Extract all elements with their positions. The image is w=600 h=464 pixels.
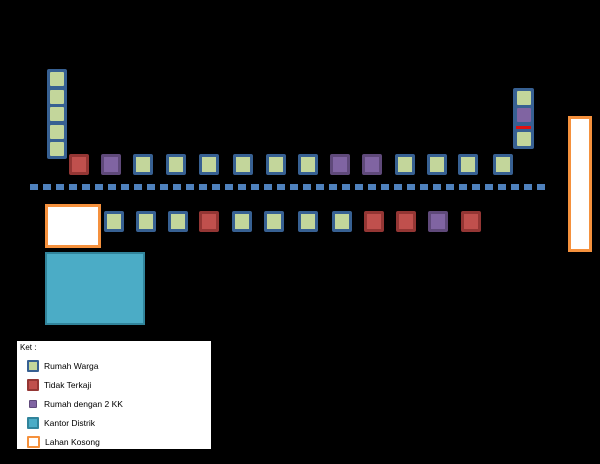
- tidak-terkaji-square: [396, 211, 416, 232]
- rumah-warga-square: [516, 91, 531, 105]
- rumah-warga-square: [264, 211, 284, 232]
- top-house-row: [0, 154, 600, 176]
- vacant-lot-right: [568, 116, 592, 252]
- rumah-warga-square: [298, 154, 318, 175]
- rumah-warga-square: [50, 142, 64, 156]
- legend-item-label: Rumah Warga: [44, 361, 99, 371]
- rumah-warga-square: [50, 124, 64, 139]
- legend-item-label: Tidak Terkaji: [44, 380, 92, 390]
- tidak-terkaji-square: [199, 211, 219, 232]
- rumah-warga-square: [136, 211, 156, 232]
- left-house-column: [47, 69, 67, 159]
- rumah-2kk-square: [362, 154, 382, 175]
- rumah-2kk-square: [428, 211, 448, 232]
- rumah-warga-square: [458, 154, 478, 175]
- rumah-2kk-square: [101, 154, 121, 175]
- legend-item-rumah-2kk: Rumah dengan 2 KK: [27, 398, 211, 410]
- legend-item-kantor-distrik: Kantor Distrik: [27, 417, 211, 429]
- rumah-warga-square: [332, 211, 352, 232]
- legend-item-label: Kantor Distrik: [44, 418, 96, 428]
- kantor-distrik-square-icon: [27, 417, 39, 429]
- tidak-terkaji-square-icon: [27, 379, 39, 391]
- rumah-warga-square: [298, 211, 318, 232]
- rumah-warga-square: [166, 154, 186, 175]
- rumah-warga-square: [168, 211, 188, 232]
- lahan-kosong-square-icon: [27, 436, 40, 448]
- legend-item-label: Rumah dengan 2 KK: [44, 399, 123, 409]
- tidak-terkaji-square: [364, 211, 384, 232]
- rumah-warga-square: [104, 211, 124, 232]
- rumah-warga-square: [133, 154, 153, 175]
- tidak-terkaji-square: [69, 154, 89, 175]
- rumah-2kk-square: [330, 154, 350, 175]
- rumah-warga-square: [50, 89, 64, 104]
- legend-item-lahan-kosong: Lahan Kosong: [27, 436, 211, 448]
- rumah-warga-square: [427, 154, 447, 175]
- rumah-warga-square-icon: [27, 360, 39, 372]
- rumah-2kk-square: [516, 108, 531, 123]
- legend-item-label: Lahan Kosong: [45, 437, 100, 447]
- tidak-terkaji-square: [461, 211, 481, 232]
- rumah-warga-square: [199, 154, 219, 175]
- right-house-column: [513, 88, 534, 149]
- road-dashed-line: [30, 184, 546, 190]
- rumah-warga-square: [50, 72, 64, 86]
- legend-item-tidak-terkaji: Tidak Terkaji: [27, 379, 211, 391]
- legend-item-list: Rumah Warga Tidak Terkaji Rumah dengan 2…: [17, 352, 211, 448]
- red-divider-line: [516, 125, 531, 129]
- rumah-warga-square: [233, 154, 253, 175]
- legend-item-rumah-warga: Rumah Warga: [27, 360, 211, 372]
- rumah-warga-square: [516, 131, 531, 146]
- bottom-house-row: [0, 211, 600, 233]
- rumah-warga-square: [266, 154, 286, 175]
- rumah-warga-square: [395, 154, 415, 175]
- rumah-warga-square: [232, 211, 252, 232]
- legend-title: Ket :: [20, 343, 37, 352]
- legend: Ket : Rumah Warga Tidak Terkaji Rumah de…: [16, 340, 212, 450]
- rumah-warga-square: [493, 154, 513, 175]
- district-office-block: [45, 252, 145, 325]
- rumah-2kk-square-icon: [29, 400, 37, 408]
- vacant-lot-left: [45, 204, 101, 248]
- rumah-warga-square: [50, 107, 64, 121]
